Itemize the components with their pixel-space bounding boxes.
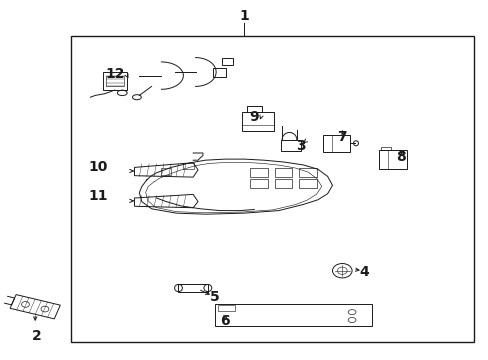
Text: 4: 4 <box>359 265 368 279</box>
Bar <box>299 168 316 177</box>
Text: 5: 5 <box>210 290 220 304</box>
Bar <box>161 168 171 175</box>
Text: 8: 8 <box>395 150 405 163</box>
Bar <box>274 168 292 177</box>
Bar <box>299 179 316 188</box>
Bar <box>217 305 234 311</box>
Bar <box>71 36 473 342</box>
Text: 7: 7 <box>337 130 346 144</box>
Bar <box>178 284 207 292</box>
Bar <box>381 147 390 150</box>
Bar <box>102 72 127 90</box>
Bar <box>106 76 123 86</box>
Bar <box>212 68 226 77</box>
Bar <box>281 140 300 151</box>
Bar <box>250 168 267 177</box>
Bar <box>183 163 194 169</box>
Text: 2: 2 <box>32 329 41 342</box>
Bar <box>322 135 349 152</box>
Bar <box>274 179 292 188</box>
Bar <box>246 106 261 112</box>
Bar <box>222 58 233 65</box>
Bar <box>215 304 371 326</box>
Bar <box>242 112 273 131</box>
Text: 12: 12 <box>105 67 124 81</box>
Text: 9: 9 <box>249 110 259 124</box>
Bar <box>378 150 407 169</box>
Text: 11: 11 <box>88 189 107 203</box>
Text: 3: 3 <box>295 139 305 153</box>
Text: 10: 10 <box>88 161 107 174</box>
Text: 6: 6 <box>220 314 229 328</box>
Text: 1: 1 <box>239 9 249 23</box>
Bar <box>250 179 267 188</box>
